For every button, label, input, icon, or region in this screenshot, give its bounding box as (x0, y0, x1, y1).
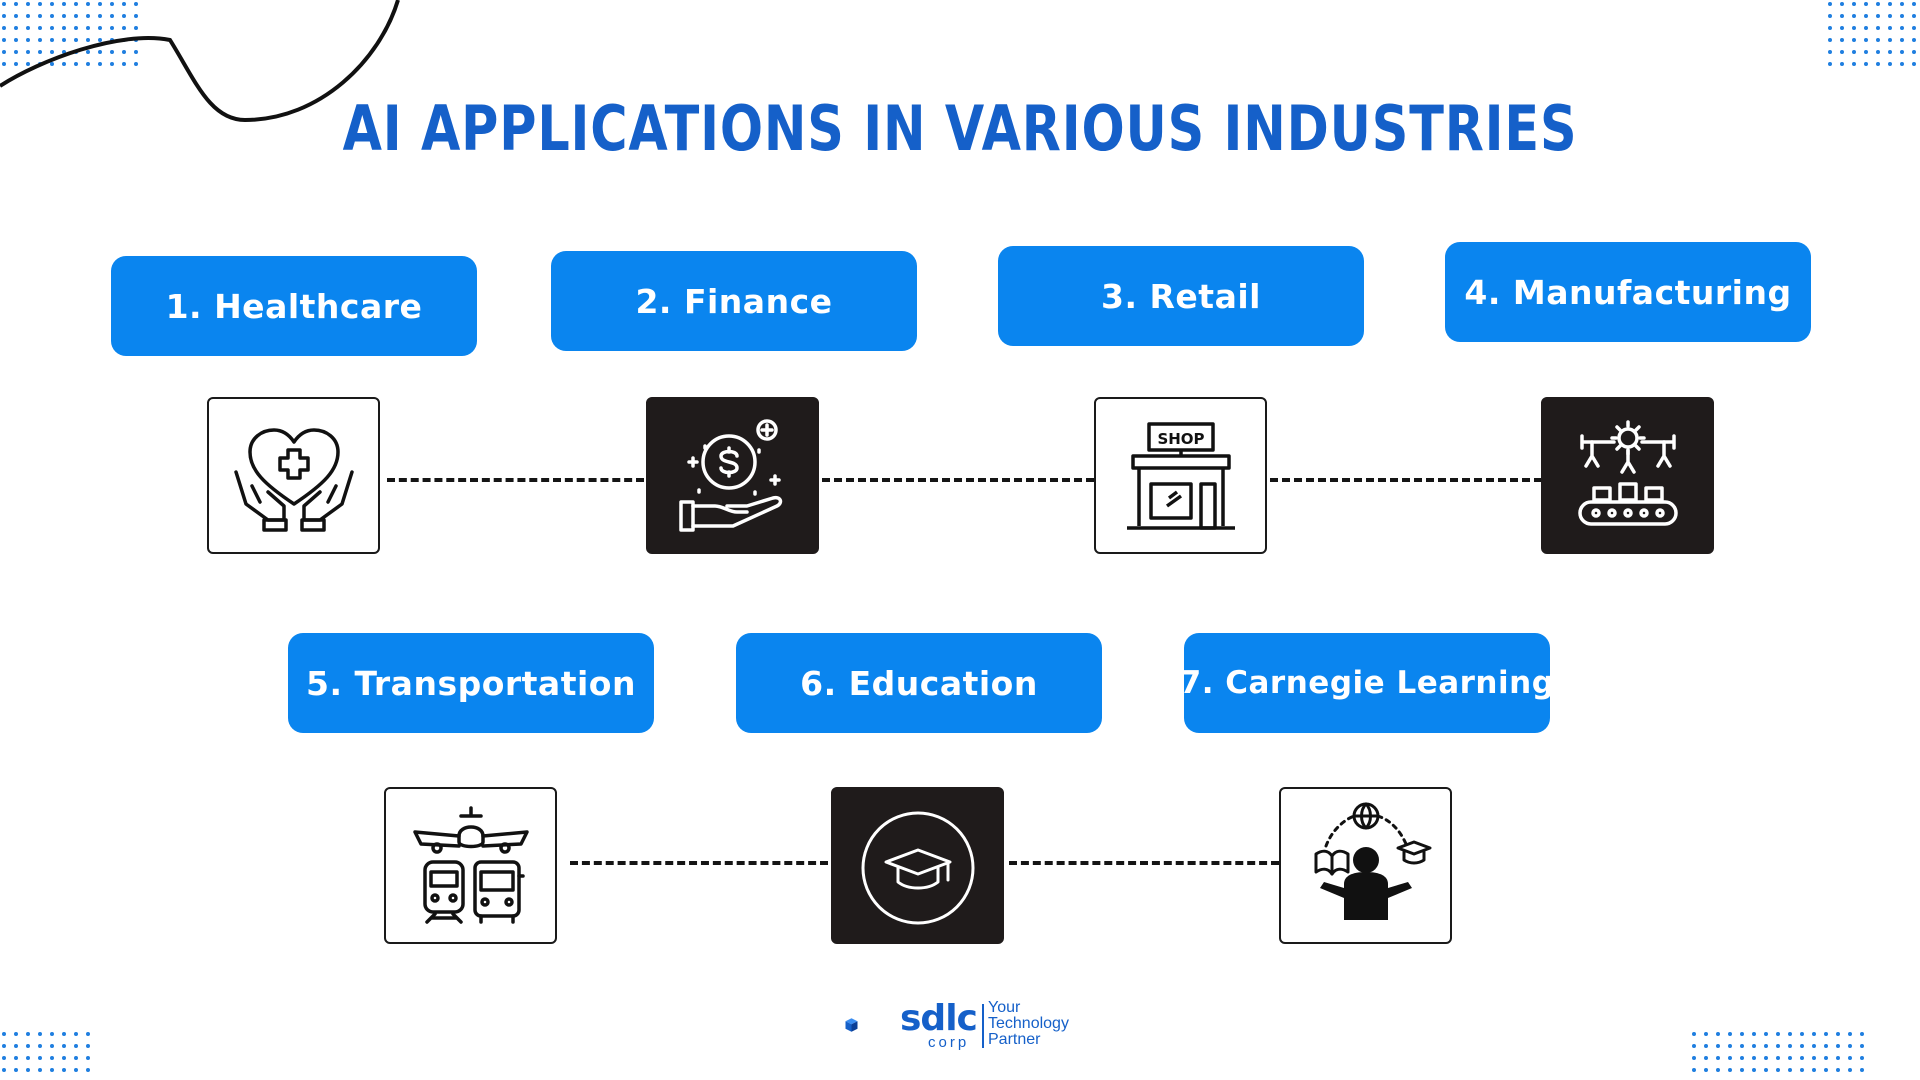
education-tile (831, 787, 1004, 944)
finance-tile (646, 397, 819, 554)
corner-dots-top-left (0, 0, 146, 72)
corner-dots-bottom-right (1690, 1030, 1868, 1080)
learner-globe-book-icon (1314, 802, 1431, 920)
shop-storefront-icon: SHOP (1126, 421, 1235, 530)
logo-brand-text: sdlc (900, 998, 978, 1039)
plane-train-bus-icon (412, 805, 529, 924)
connector-dash-1 (387, 478, 644, 482)
healthcare-tile (207, 397, 380, 554)
industry-pill-manufacturing: 4. Manufacturing (1445, 242, 1811, 342)
transportation-tile (384, 787, 557, 944)
industry-pill-healthcare: 1. Healthcare (111, 256, 477, 356)
connector-dash-4 (570, 861, 828, 865)
connector-dash-3 (1270, 478, 1542, 482)
logo-tagline-line-2: Technology (988, 1015, 1069, 1032)
corner-dots-top-right (1826, 0, 1918, 72)
sdlc-logo-cube-icon (845, 1018, 858, 1032)
connector-dash-2 (822, 478, 1094, 482)
industry-pill-education: 6. Education (736, 633, 1102, 733)
logo-tagline-line-1: Your (988, 999, 1021, 1016)
carnegie-learning-tile (1279, 787, 1452, 944)
logo-brand-sub: corp (928, 1034, 970, 1051)
page-title: AI APPLICATIONS IN VARIOUS INDUSTRIES (342, 92, 1578, 165)
retail-tile: SHOP (1094, 397, 1267, 554)
industry-pill-retail: 3. Retail (998, 246, 1364, 346)
finance-hand-coin-icon (678, 418, 782, 532)
logo-tagline: Your Technology Partner (988, 1000, 1069, 1048)
manufacturing-tile (1541, 397, 1714, 554)
industry-pill-transportation: 5. Transportation (288, 633, 654, 733)
decorative-swoosh (0, 0, 400, 123)
industry-pill-finance: 2. Finance (551, 251, 917, 351)
industry-pill-carnegie-learning: 7. Carnegie Learning (1180, 633, 1554, 733)
shop-sign-text: SHOP (1157, 430, 1204, 448)
connector-dash-5 (1009, 861, 1279, 865)
logo-divider (982, 1004, 984, 1048)
corner-dots-bottom-left (0, 1030, 92, 1080)
healthcare-hands-heart-icon (233, 427, 354, 532)
graduation-cap-icon (861, 811, 974, 924)
logo-tagline-line-3: Partner (988, 1031, 1041, 1048)
robotic-arms-conveyor-icon (1577, 419, 1678, 526)
